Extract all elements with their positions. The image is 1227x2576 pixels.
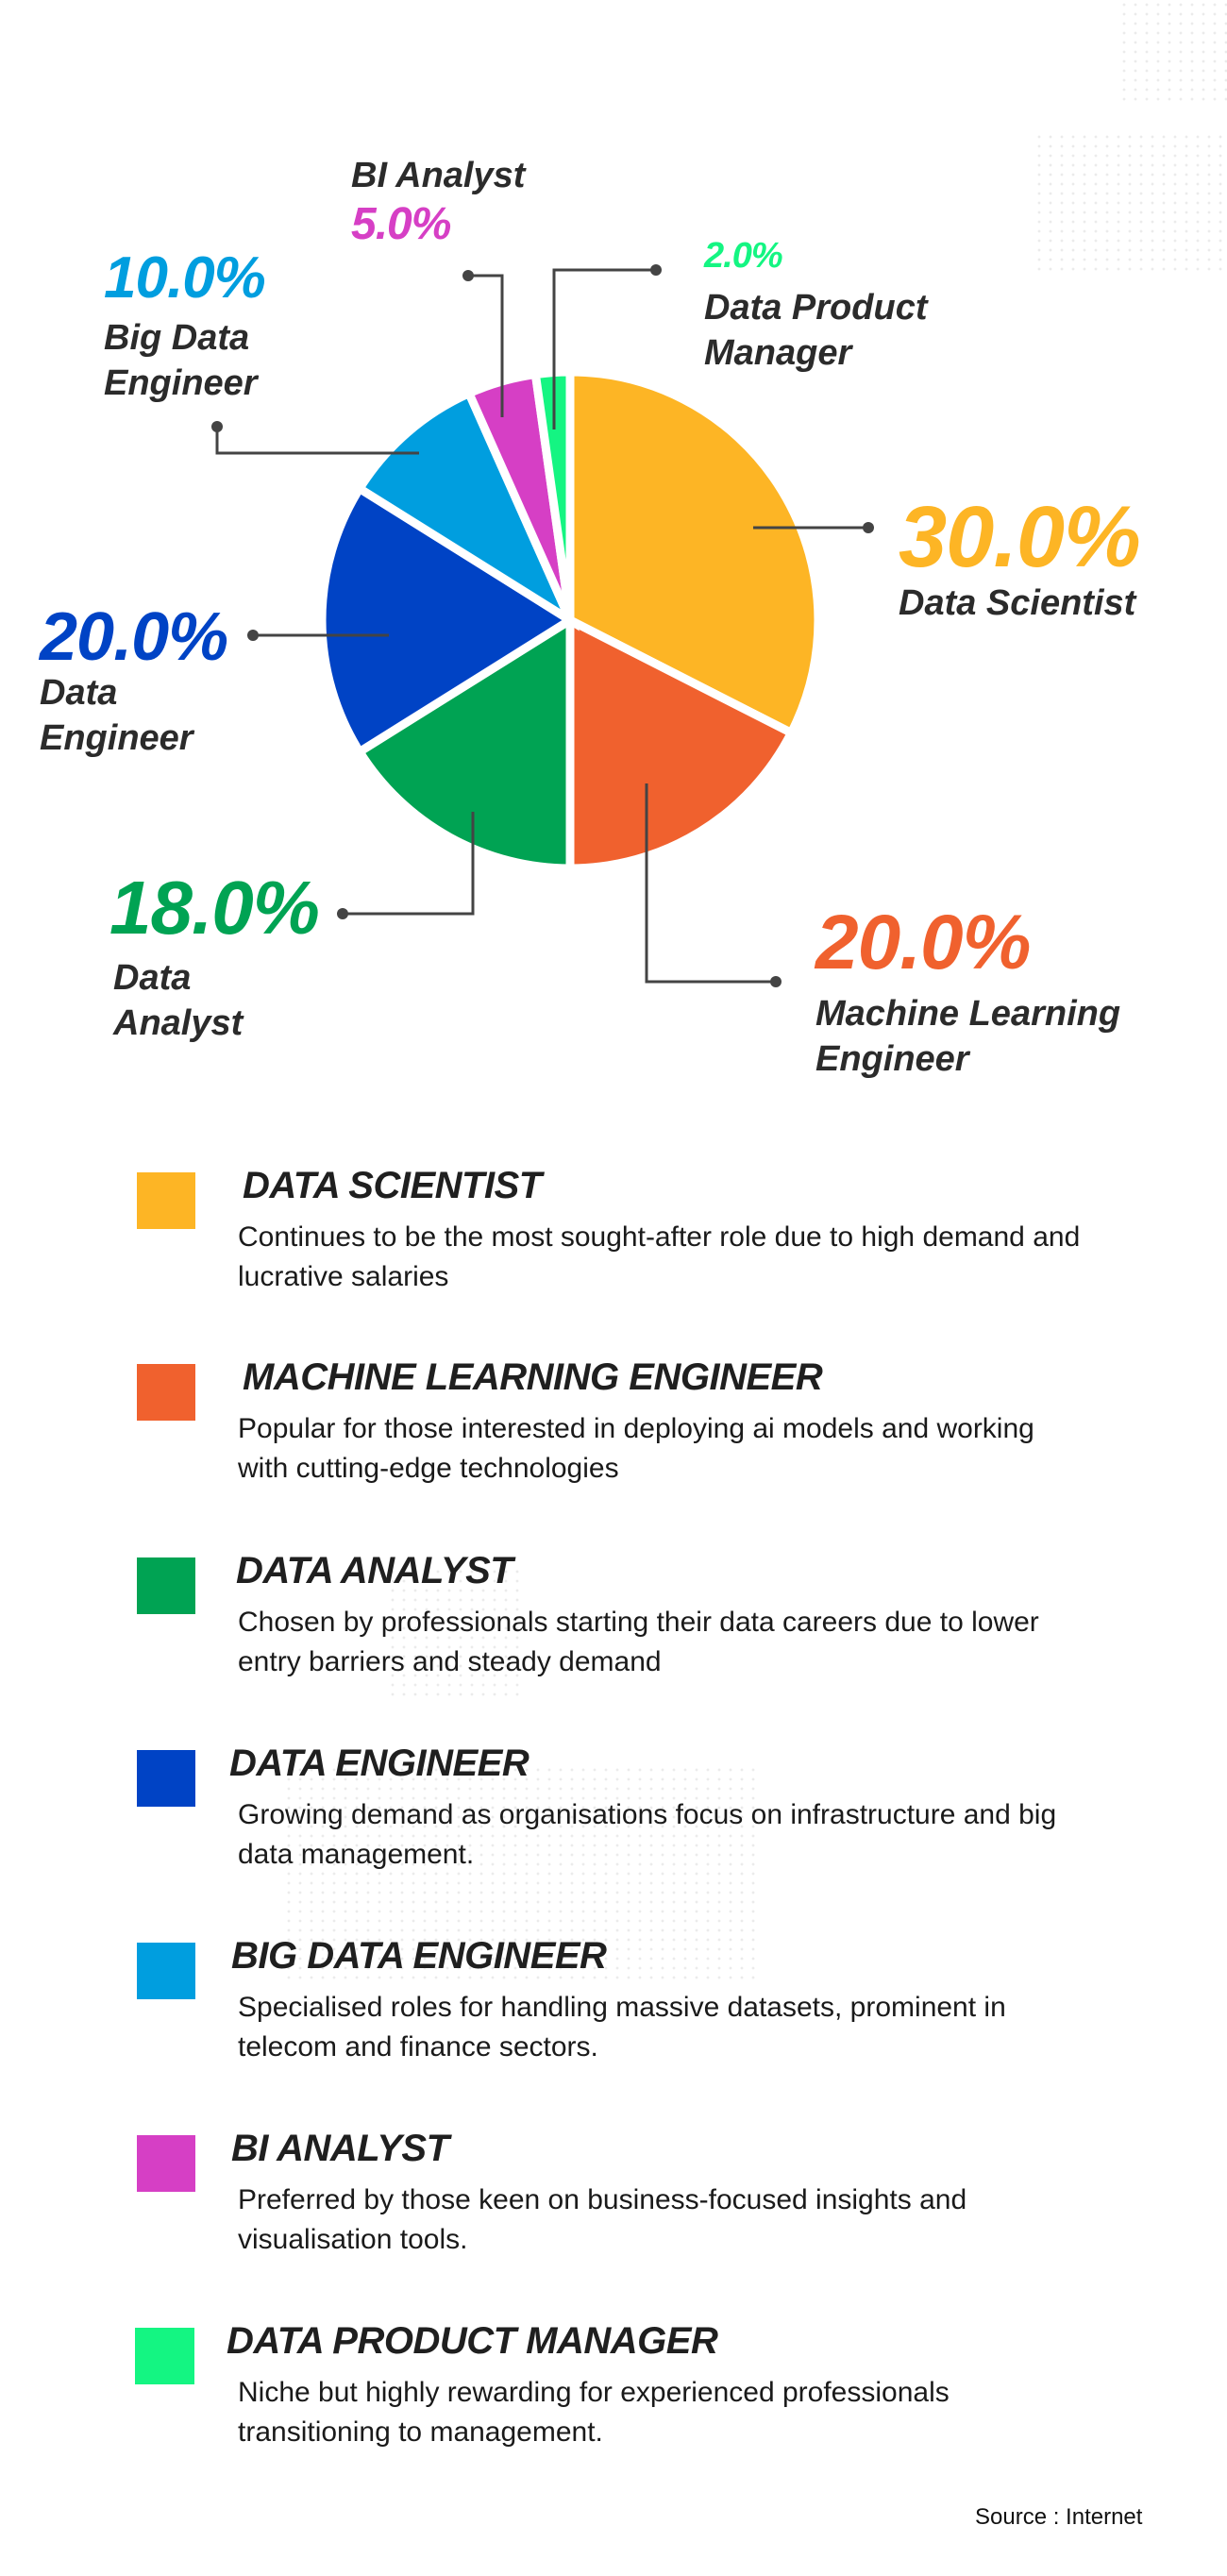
leader-dot-icon: [337, 908, 348, 919]
legend-item-big-data-engineer: BIG DATA ENGINEER Specialised roles for …: [0, 1935, 1227, 2131]
leader-line-big-data-engineer: [215, 427, 419, 455]
pct-mle: 20.0%: [815, 900, 1032, 985]
pct-data-analyst: 18.0%: [109, 866, 320, 950]
slice-machine-learning-engineer: [565, 613, 798, 873]
pct-big-data-engineer: 10.0%: [104, 245, 266, 311]
legend-swatch: [135, 2328, 194, 2384]
legend-item-data-engineer: DATA ENGINEER Growing demand as organisa…: [0, 1743, 1227, 1939]
legend-title: MACHINE LEARNING ENGINEER: [243, 1356, 823, 1398]
background-dot-map: [1118, 0, 1227, 104]
slice-big-data-engineer: [353, 387, 580, 631]
label-data-scientist: Data Scientist: [899, 583, 1136, 623]
background-dot-map: [1034, 132, 1227, 274]
slice-data-scientist: [565, 367, 823, 739]
leader-line-mle: [645, 783, 776, 984]
legend-title: DATA PRODUCT MANAGER: [227, 2320, 718, 2362]
pct-dpm: 2.0%: [704, 236, 783, 276]
background-dot-map: [283, 1765, 755, 1982]
leader-line-data-analyst: [343, 812, 475, 916]
leader-dot-icon: [211, 421, 223, 432]
legend-item-data-scientist: DATA SCIENTIST Continues to be the most …: [0, 1165, 1227, 1361]
legend-title: BIG DATA ENGINEER: [231, 1935, 607, 1977]
legend-title: DATA ANALYST: [236, 1550, 513, 1591]
label-big-data-engineer-line1: Big Data: [104, 318, 250, 358]
legend-title: DATA ENGINEER: [229, 1743, 529, 1784]
label-data-analyst-line2: Analyst: [113, 1003, 244, 1043]
legend-desc: Popular for those interested in deployin…: [238, 1413, 1034, 1484]
legend-swatch: [137, 2135, 195, 2192]
legend-title: BI ANALYST: [231, 2128, 449, 2169]
legend-item-data-analyst: DATA ANALYST Chosen by professionals sta…: [0, 1550, 1227, 1746]
legend-swatch: [137, 1557, 195, 1614]
leader-line-dpm: [552, 268, 656, 429]
legend-desc: Growing demand as organisations focus on…: [238, 1799, 1057, 1870]
leader-dot-icon: [650, 264, 662, 276]
legend-swatch: [137, 1364, 195, 1421]
slice-data-analyst: [353, 612, 575, 873]
label-mle-line2: Engineer: [815, 1039, 969, 1079]
legend-item-mle: MACHINE LEARNING ENGINEER Popular for th…: [0, 1356, 1227, 1553]
legend-desc: Niche but highly rewarding for experienc…: [238, 2377, 950, 2448]
legend-swatch: [137, 1750, 195, 1807]
legend-desc: Continues to be the most sought-after ro…: [238, 1221, 1081, 1292]
label-mle-line1: Machine Learning: [815, 994, 1121, 1034]
pct-data-scientist: 30.0%: [899, 489, 1141, 585]
source-credit: Source : Internet: [975, 2504, 1143, 2530]
leader-dot-icon: [247, 630, 259, 641]
background-dot-map: [387, 1567, 519, 1699]
label-data-engineer-line1: Data: [40, 673, 118, 713]
legend-swatch: [137, 1943, 195, 1999]
leader-line-bi-analyst: [468, 274, 504, 417]
leader-dot-icon: [863, 522, 874, 533]
label-dpm-line2: Manager: [704, 333, 852, 373]
pct-data-engineer: 20.0%: [40, 599, 228, 675]
pie-chart: [211, 264, 874, 987]
legend-desc: Chosen by professionals starting their d…: [238, 1607, 1039, 1677]
slice-data-engineer: [317, 482, 579, 758]
label-data-analyst-line1: Data: [113, 958, 192, 998]
legend-desc: Specialised roles for handling massive d…: [238, 1992, 1006, 2062]
label-data-engineer-line2: Engineer: [40, 718, 193, 758]
legend-title: DATA SCIENTIST: [243, 1165, 542, 1206]
pct-bi-analyst: 5.0%: [351, 199, 451, 249]
legend-desc: Preferred by those keen on business-focu…: [238, 2184, 967, 2255]
legend-item-bi-analyst: BI ANALYST Preferred by those keen on bu…: [0, 2128, 1227, 2324]
leader-dot-icon: [770, 976, 782, 987]
label-big-data-engineer-line2: Engineer: [104, 363, 258, 403]
label-dpm-line1: Data Product: [704, 288, 928, 328]
legend-item-dpm: DATA PRODUCT MANAGER Niche but highly re…: [0, 2320, 1227, 2517]
legend-swatch: [137, 1172, 195, 1229]
label-bi-analyst: BI Analyst: [351, 156, 526, 195]
leader-dot-icon: [462, 270, 474, 281]
